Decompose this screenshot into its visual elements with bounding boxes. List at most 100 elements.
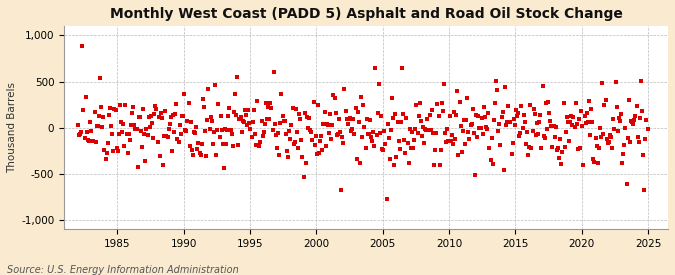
- Point: [396, 120, 406, 124]
- Point: [342, 122, 353, 126]
- Point: [628, 121, 639, 126]
- Point: [335, 130, 346, 134]
- Point: [442, 127, 453, 131]
- Point: [306, 130, 317, 134]
- Point: [255, 139, 266, 144]
- Point: [545, 119, 556, 123]
- Point: [549, 135, 560, 139]
- Point: [192, 147, 202, 152]
- Point: [517, 126, 528, 131]
- Point: [375, 114, 386, 118]
- Point: [519, 120, 530, 124]
- Point: [296, 138, 306, 142]
- Point: [427, 131, 438, 136]
- Point: [100, 157, 111, 162]
- Point: [226, 132, 237, 136]
- Point: [275, 121, 286, 125]
- Point: [444, 113, 455, 118]
- Point: [171, 102, 182, 106]
- Point: [420, 127, 431, 131]
- Point: [321, 122, 332, 127]
- Point: [487, 162, 498, 166]
- Point: [261, 101, 271, 105]
- Point: [299, 111, 310, 115]
- Point: [500, 84, 510, 89]
- Point: [479, 115, 490, 120]
- Point: [155, 111, 166, 115]
- Point: [269, 122, 280, 126]
- Point: [254, 144, 265, 148]
- Point: [178, 114, 188, 118]
- Point: [608, 117, 619, 121]
- Point: [115, 120, 126, 124]
- Point: [313, 103, 323, 108]
- Point: [238, 120, 249, 124]
- Point: [363, 131, 374, 136]
- Point: [250, 132, 261, 136]
- Point: [193, 141, 204, 145]
- Point: [612, 105, 622, 109]
- Point: [290, 106, 301, 111]
- Point: [153, 114, 164, 119]
- Point: [201, 153, 212, 158]
- Point: [411, 103, 422, 107]
- Point: [518, 113, 529, 117]
- Point: [298, 175, 309, 179]
- Point: [244, 121, 254, 126]
- Point: [494, 122, 505, 126]
- Point: [473, 114, 484, 118]
- Point: [610, 80, 621, 84]
- Point: [107, 131, 117, 136]
- Point: [119, 144, 130, 148]
- Point: [207, 119, 217, 123]
- Point: [256, 119, 267, 124]
- Point: [567, 123, 578, 128]
- Point: [569, 124, 580, 129]
- Point: [266, 106, 277, 111]
- Point: [308, 100, 319, 104]
- Point: [638, 153, 649, 157]
- Point: [580, 121, 591, 125]
- Point: [464, 137, 475, 141]
- Point: [479, 105, 489, 110]
- Point: [603, 139, 614, 144]
- Point: [427, 108, 437, 112]
- Point: [327, 122, 338, 127]
- Point: [641, 118, 652, 122]
- Point: [632, 134, 643, 139]
- Point: [513, 111, 524, 116]
- Point: [295, 116, 306, 121]
- Point: [557, 150, 568, 155]
- Point: [616, 112, 626, 116]
- Point: [148, 136, 159, 140]
- Point: [84, 139, 95, 143]
- Point: [454, 100, 465, 104]
- Point: [605, 133, 616, 138]
- Point: [581, 111, 592, 115]
- Point: [207, 141, 218, 146]
- Point: [86, 129, 97, 133]
- Point: [451, 113, 462, 117]
- Point: [477, 115, 487, 120]
- Point: [578, 163, 589, 167]
- Point: [97, 125, 107, 129]
- Point: [213, 102, 224, 106]
- Point: [477, 132, 488, 137]
- Point: [387, 96, 398, 100]
- Point: [624, 97, 634, 102]
- Point: [195, 153, 206, 158]
- Text: Source: U.S. Energy Information Administration: Source: U.S. Energy Information Administ…: [7, 265, 238, 275]
- Point: [219, 166, 230, 170]
- Point: [568, 115, 579, 120]
- Point: [450, 136, 460, 141]
- Point: [342, 117, 352, 121]
- Point: [579, 114, 590, 118]
- Point: [253, 143, 264, 147]
- Point: [566, 114, 576, 119]
- Point: [170, 112, 181, 116]
- Point: [423, 128, 434, 132]
- Point: [88, 139, 99, 143]
- Point: [292, 130, 302, 134]
- Point: [267, 128, 278, 133]
- Point: [76, 130, 86, 134]
